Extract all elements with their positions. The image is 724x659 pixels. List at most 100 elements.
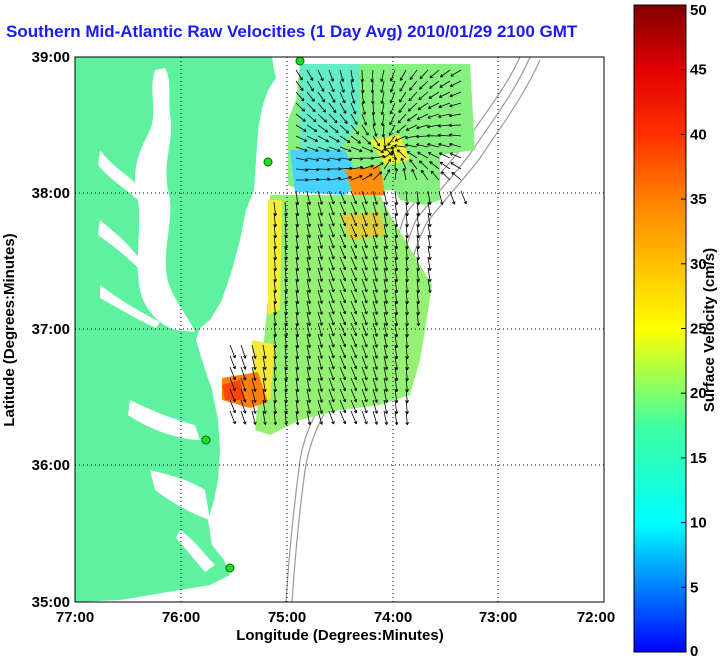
velocity-arrow	[361, 113, 368, 126]
velocity-arrow	[328, 201, 335, 216]
velocity-arrow	[328, 190, 335, 205]
velocity-arrow	[240, 366, 247, 381]
velocity-arrow	[448, 113, 462, 118]
velocity-arrow	[427, 234, 432, 250]
velocity-arrow	[317, 201, 323, 216]
velocity-arrow	[328, 124, 339, 133]
velocity-arrow	[383, 234, 389, 249]
sound-channel	[176, 530, 215, 572]
albemarle-sound	[128, 400, 200, 440]
velocity-arrow	[251, 344, 257, 359]
velocity-arrow	[306, 289, 312, 304]
velocity-arrow	[350, 388, 358, 403]
velocity-arrow	[361, 410, 368, 425]
velocity-arrow	[339, 322, 347, 337]
velocity-arrow	[328, 135, 340, 143]
velocity-arrow	[306, 146, 319, 152]
velocity-arrow	[306, 333, 312, 348]
cyan-patch	[290, 150, 360, 195]
velocity-arrow	[427, 143, 440, 148]
velocity-arrow	[389, 80, 396, 93]
velocity-arrow	[339, 102, 347, 114]
velocity-arrow	[451, 171, 462, 181]
velocity-arrow	[262, 399, 267, 415]
velocity-arrow	[418, 91, 429, 100]
velocity-arrow	[295, 410, 300, 426]
velocity-arrow	[306, 91, 315, 102]
velocity-arrow	[317, 366, 323, 381]
velocity-arrow	[328, 355, 335, 370]
velocity-arrow	[361, 212, 368, 227]
velocity-arrow	[440, 171, 451, 181]
velocity-arrow	[383, 410, 389, 425]
velocity-arrow	[361, 256, 368, 271]
velocity-arrow	[427, 113, 440, 119]
velocity-arrow	[317, 135, 329, 143]
velocity-arrow	[350, 355, 358, 370]
velocity-arrow	[339, 157, 353, 162]
velocity-arrow	[361, 164, 374, 170]
velocity-arrow	[380, 91, 385, 105]
velocity-arrow	[372, 245, 378, 260]
velocity-arrow	[397, 113, 407, 124]
velocity-arrow	[350, 165, 364, 170]
velocity-arrow	[350, 267, 358, 282]
velocity-arrow	[372, 388, 378, 403]
velocity-arrow	[417, 102, 429, 111]
velocity-arrow	[350, 175, 363, 181]
velocity-arrow	[229, 410, 236, 425]
velocity-arrow	[350, 212, 358, 227]
velocity-arrow	[390, 146, 396, 159]
velocity-arrow	[361, 245, 368, 260]
velocity-arrow	[350, 102, 357, 115]
map-title: Southern Mid-Atlantic Raw Velocities (1 …	[6, 22, 578, 41]
station-marker	[295, 57, 305, 66]
velocity-arrow	[339, 300, 347, 315]
velocity-arrow	[388, 124, 396, 136]
velocity-arrow	[350, 399, 358, 414]
velocity-arrow	[350, 201, 358, 216]
velocity-arrow	[339, 399, 347, 414]
velocity-arrow	[398, 102, 407, 114]
velocity-arrow	[350, 366, 358, 381]
velocity-arrow	[339, 278, 347, 293]
velocity-arrow	[449, 80, 462, 87]
velocity-arrow	[402, 167, 407, 181]
velocity-arrow	[427, 245, 432, 261]
velocity-arrow	[306, 135, 319, 142]
velocity-arrow	[439, 161, 451, 170]
velocity-arrow	[240, 399, 247, 414]
velocity-arrow	[419, 69, 429, 80]
velocity-arrow	[427, 190, 432, 206]
velocity-arrow	[406, 150, 418, 159]
james-river	[100, 285, 160, 328]
colorbar-tick-label: 10	[690, 515, 707, 532]
velocity-arrow	[419, 80, 429, 90]
velocity-arrow	[372, 267, 378, 282]
velocity-arrow	[317, 377, 323, 392]
velocity-arrow	[418, 160, 429, 170]
velocity-arrow	[306, 278, 312, 293]
velocity-arrow	[328, 289, 335, 304]
velocity-arrow	[328, 234, 335, 249]
velocity-arrow	[306, 157, 320, 162]
velocity-arrow	[317, 311, 323, 326]
velocity-arrow	[350, 80, 355, 93]
velocity-arrow	[295, 146, 308, 152]
velocity-arrow	[306, 410, 312, 425]
colorbar-tick-label: 45	[690, 62, 707, 79]
velocity-arrow	[306, 80, 314, 92]
velocity-arrow	[361, 124, 369, 136]
velocity-arrow	[380, 113, 385, 127]
velocity-arrow	[361, 344, 368, 359]
velocity-arrow	[372, 355, 378, 370]
velocity-arrow	[361, 399, 368, 414]
velocity-arrow	[350, 113, 358, 125]
velocity-arrow	[295, 80, 304, 91]
velocity-arrow	[306, 102, 316, 113]
colorbar: 0 5 10 15 20 25 30 35 40 45 50 Surface Velocity (c…	[633, 2, 718, 659]
velocity-arrow	[372, 201, 378, 216]
velocity-arrow	[372, 344, 378, 359]
velocity-arrow	[306, 267, 312, 282]
velocity-arrow	[339, 201, 347, 216]
